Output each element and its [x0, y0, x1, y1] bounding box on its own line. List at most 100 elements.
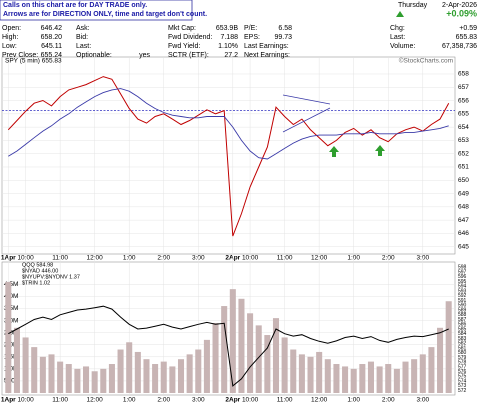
volume-bar: [143, 359, 150, 393]
chg: +0.59: [459, 25, 477, 32]
field-label: Bid:: [76, 34, 88, 41]
volume-bar: [307, 356, 314, 393]
y2-tick-label: 595: [458, 279, 467, 285]
volume-bar: [212, 322, 219, 393]
note-box: [0, 0, 193, 21]
last-label: Last:: [390, 34, 405, 41]
y2-tick-label: 585: [458, 326, 467, 332]
y2-tick-label: 591: [458, 298, 467, 304]
y-tick-label: 657: [458, 84, 469, 91]
y-tick-label: 654: [458, 124, 469, 131]
x-tick-label: 3:00: [192, 397, 205, 404]
field-label: Last Earnings:: [244, 43, 289, 50]
y2-tick-label: 574: [458, 378, 467, 384]
y2-tick-label: 596: [458, 274, 467, 280]
field-value: 27.2: [224, 52, 238, 59]
field-label: Ask:: [76, 25, 90, 32]
volume-bar: [5, 281, 12, 393]
y2-tick-label: 572: [458, 388, 467, 394]
y-tick-label: 651: [458, 164, 469, 171]
y2-tick-label: 592: [458, 293, 467, 299]
y-tick-label: 500K: [4, 378, 20, 385]
y-tick-label: 645: [458, 243, 469, 250]
y-tick-label: 646: [458, 230, 469, 237]
volume-bar: [39, 356, 46, 393]
y2-tick-label: 584: [458, 331, 467, 337]
volume-bar: [238, 298, 245, 393]
trend-line: [282, 94, 331, 105]
y2-tick-label: 580: [458, 350, 467, 356]
note: Arrows are for DIRECTION ONLY, time and …: [3, 11, 207, 18]
legend-entry: $NYUPV:$NYDNV 1.37: [22, 274, 80, 280]
volume-bar: [324, 359, 331, 393]
volume-bar: [333, 364, 340, 393]
volume-bar: [91, 371, 98, 393]
volume-bar: [428, 347, 435, 393]
field-value: yes: [139, 52, 150, 59]
change-pct: +0.09%: [446, 8, 477, 18]
x-tick-label: 12:00: [311, 397, 328, 404]
volume-bar: [229, 289, 236, 393]
x-tick-label: 1:00: [123, 397, 136, 404]
volume-bar: [393, 368, 400, 393]
volume-bar: [74, 368, 81, 393]
y2-tick-label: 578: [458, 360, 467, 366]
x-tick-label: 11:00: [277, 397, 293, 404]
y2-tick-label: 593: [458, 288, 467, 294]
series-line: [8, 88, 449, 160]
legend-entry: $TRIN 1.02: [22, 280, 50, 286]
field-label: EPS:: [244, 34, 260, 41]
field-label: Prev Close:: [2, 52, 38, 59]
y2-tick-label: 590: [458, 303, 467, 309]
legend-entry: QQQ 584.98: [22, 262, 53, 268]
volume-bar: [160, 361, 167, 393]
y2-tick-label: 577: [458, 364, 467, 370]
volume-bar: [437, 327, 444, 393]
chg-label: Chg:: [390, 25, 405, 32]
field-label: Low:: [2, 43, 17, 50]
y2-tick-label: 583: [458, 336, 467, 342]
field-value: 7.188: [220, 34, 238, 41]
volume-bar: [376, 366, 383, 393]
y2-tick-label: 575: [458, 374, 467, 380]
x-tick-label: 2:00: [382, 397, 395, 404]
volume-bar: [221, 306, 228, 393]
series-label: SPY (5 min) 655.83: [5, 58, 62, 65]
field-value: 1.10%: [218, 43, 238, 50]
x-tick-label: 2Apr: [225, 397, 240, 404]
day: Thursday: [398, 2, 428, 9]
volume-bar: [342, 366, 349, 393]
y-tick-label: 650: [458, 177, 469, 184]
y-tick-label: 658: [458, 71, 469, 78]
field-label: SCTR (ETF):: [168, 52, 209, 59]
y-tick-label: 652: [458, 150, 469, 157]
y2-tick-label: 597: [458, 269, 467, 275]
plot-layer: 645 646 647 648 649 650 651 652 653 654 655 656 657 6…: [1, 58, 469, 404]
volume-bar: [13, 327, 20, 393]
last: 655.83: [456, 34, 478, 41]
volume-bar: [177, 359, 185, 393]
volume-bar: [419, 354, 426, 393]
volume-bar: [186, 354, 193, 393]
x-tick-label: 12:00: [87, 397, 104, 404]
volume-bar: [445, 301, 452, 393]
note: Calls on this chart are for DAY TRADE on…: [3, 2, 147, 9]
x-tick-label: 10:00: [17, 397, 34, 404]
volume-bar: [298, 354, 305, 393]
x-tick-label: 2:00: [157, 397, 170, 404]
trend-line: [282, 107, 331, 133]
field-value: 653.9B: [216, 25, 239, 32]
volume-bar: [264, 335, 271, 393]
x-tick-label: 11:00: [52, 397, 68, 404]
volume-bar: [134, 351, 141, 393]
field-value: 658.20: [41, 34, 63, 41]
price-panel: [1, 56, 456, 255]
y2-tick-label: 576: [458, 369, 467, 375]
volume-bar: [152, 364, 159, 393]
y2-tick-label: 587: [458, 317, 467, 323]
volume-bar: [316, 351, 323, 393]
volume-bar: [411, 359, 418, 393]
legend-entry: $NYAD 446.00: [22, 268, 58, 274]
volume-bar: [31, 347, 38, 393]
